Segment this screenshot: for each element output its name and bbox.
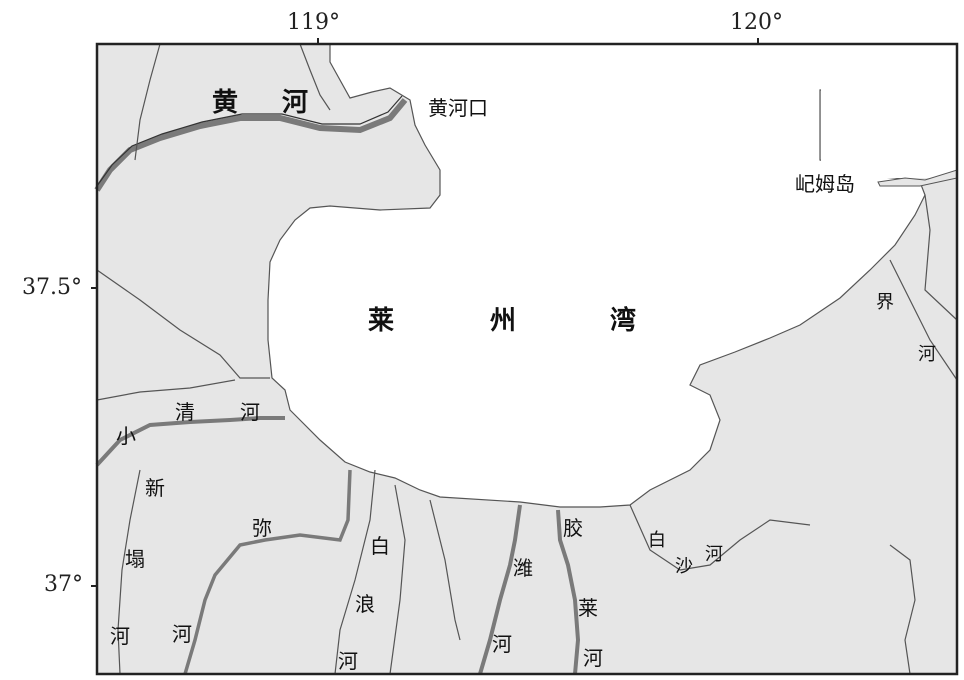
label-bailanghe-3: 河 (338, 649, 358, 673)
label-jiehe-1: 界 (876, 292, 894, 313)
tick-label-119: 119° (287, 10, 340, 35)
tick-label-37-5: 37.5° (22, 275, 82, 300)
map-frame (95, 42, 959, 676)
label-laizhouwan-3: 湾 (610, 306, 637, 336)
tick-label-120: 120° (730, 10, 783, 35)
label-jimudao: 屺姆岛 (795, 172, 855, 196)
xiaoqinghe-river (95, 416, 285, 467)
label-xintahe-3: 河 (110, 624, 130, 648)
label-xintahe-1: 新 (145, 476, 165, 500)
huanghe-outline (96, 95, 403, 187)
label-jiaolaihe-3: 河 (583, 646, 603, 670)
jiaolaihe-river (556, 509, 581, 675)
label-bailanghe-2: 浪 (355, 592, 375, 616)
label-xiaoqinghe-3: 河 (240, 400, 260, 424)
weihe-river (478, 504, 522, 675)
sea-top-right (821, 44, 957, 178)
label-baishahe-1: 白 (648, 530, 666, 551)
sea-area (267, 43, 958, 508)
label-xiaoqinghe-1: 小 (116, 424, 136, 448)
label-laizhouwan-1: 莱 (368, 306, 395, 336)
minor-lines (96, 43, 958, 675)
label-huanghekou: 黄河口 (428, 96, 488, 120)
label-xiaoqinghe-2: 清 (175, 400, 195, 424)
label-baishahe-3: 河 (705, 544, 723, 565)
label-xintahe-2: 塌 (125, 547, 145, 571)
label-mihe-1: 弥 (252, 516, 272, 540)
huanghe-river (94, 98, 408, 192)
mihe-river (183, 469, 352, 675)
label-bailanghe-1: 白 (370, 534, 390, 558)
label-mihe-2: 河 (172, 622, 192, 646)
label-jiaolaihe-2: 莱 (578, 596, 598, 620)
label-huanghe-2: 河 (282, 88, 309, 118)
label-weihe-2: 河 (492, 632, 512, 656)
label-baishahe-2: 沙 (675, 556, 693, 577)
label-laizhouwan-2: 州 (490, 306, 517, 336)
label-jiaolaihe-1: 胶 (563, 516, 583, 540)
tick-label-37: 37° (44, 572, 83, 597)
label-huanghe-1: 黄 (212, 88, 239, 118)
label-weihe-1: 潍 (513, 556, 533, 580)
label-jiehe-2: 河 (918, 344, 936, 365)
